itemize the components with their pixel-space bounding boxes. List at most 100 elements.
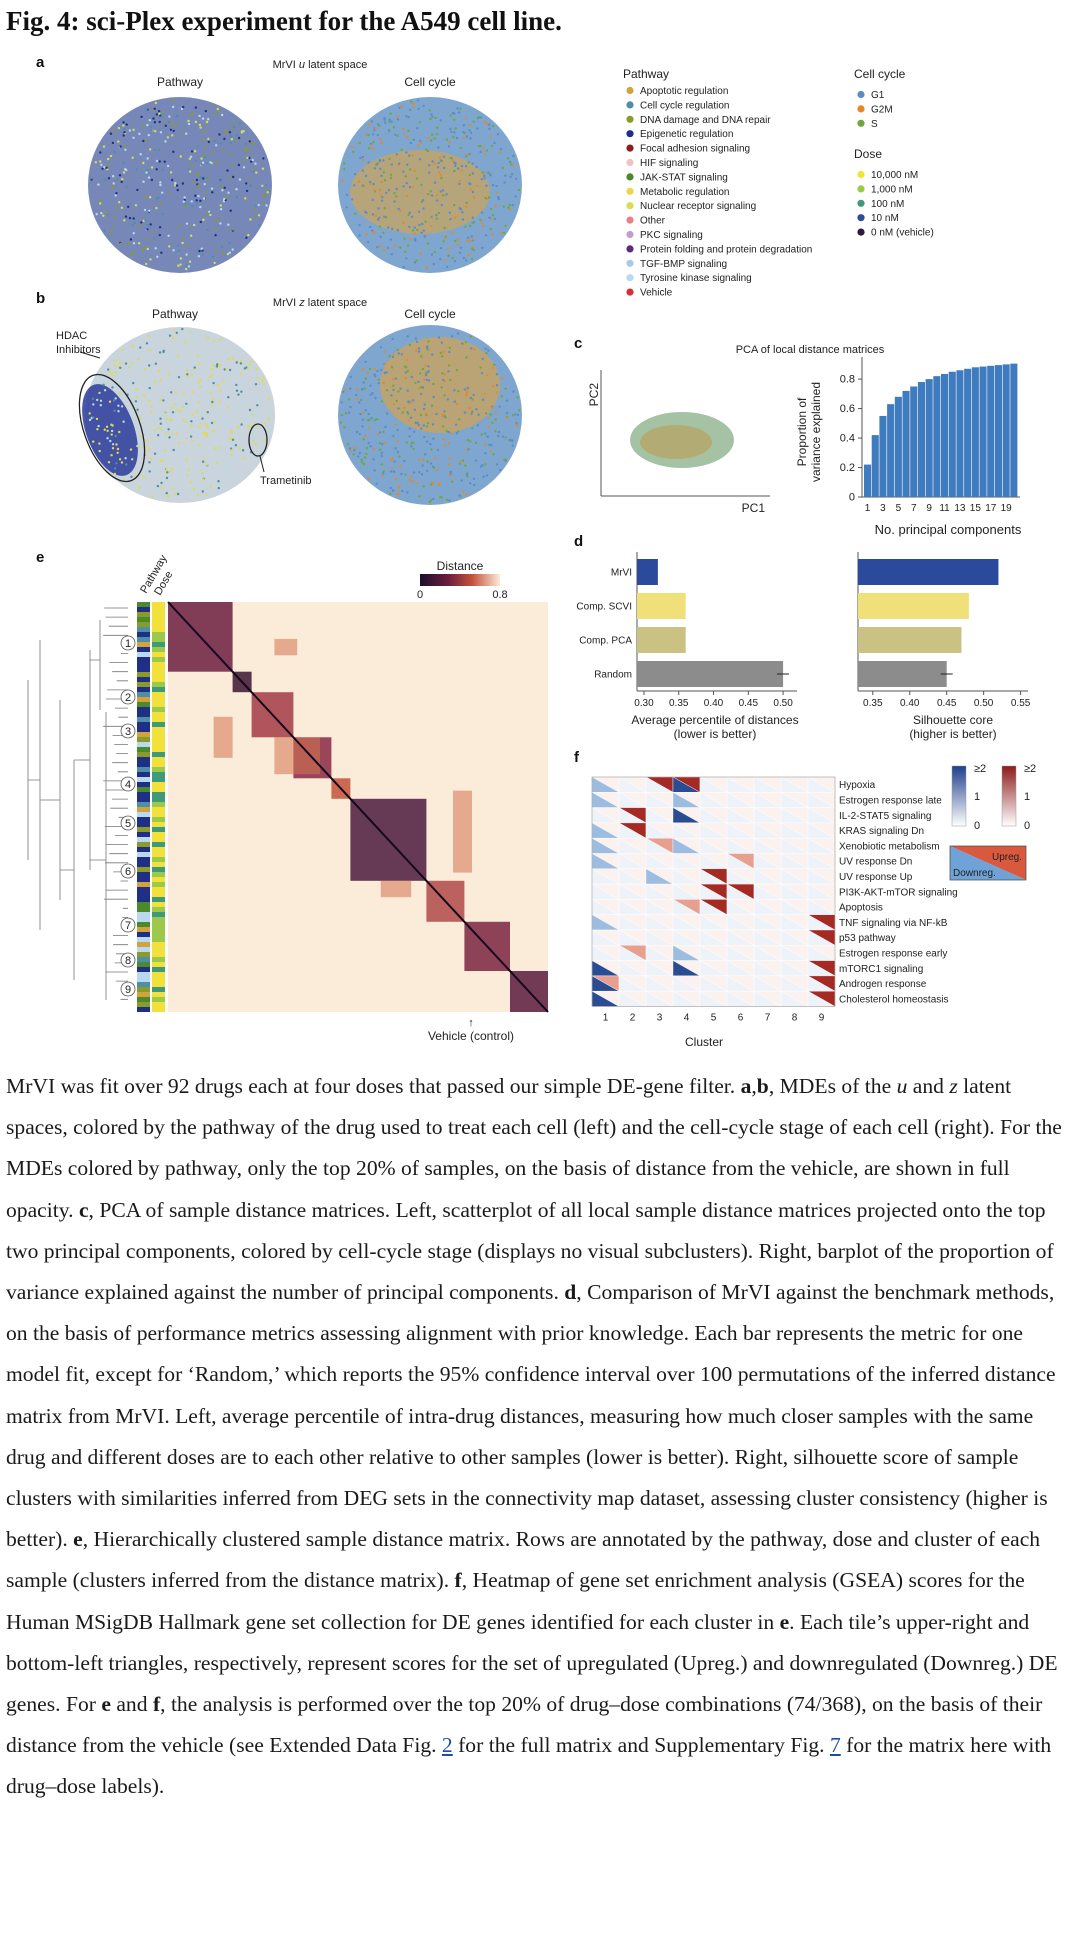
scatter-point [395,153,398,156]
scatter-point [507,206,510,209]
scatter-point [410,215,414,218]
scatter-point [425,371,428,375]
scatter-point [186,369,189,372]
scatter-point [172,354,175,358]
scatter-point [403,250,407,254]
scatter-point [147,172,150,175]
scatter-point [427,340,430,343]
scatter-point [395,492,399,496]
scatter-point [244,197,247,200]
scatter-point [500,377,504,380]
scatter-point [110,373,113,376]
pathway-annotation-cell [137,727,150,732]
scatter-point [173,403,176,406]
pathway-annotation-cell [137,957,150,962]
scatter-point [431,353,434,356]
scatter-point [409,108,412,112]
scatter-point [146,247,149,251]
scatter-point [451,159,454,162]
scatter-point [443,414,446,418]
scatter-point [362,411,365,414]
scatter-point [392,402,396,406]
scatter-point [229,209,232,212]
scatter-point [198,249,201,253]
d-left-xlabel-1: Average percentile of distances [631,713,798,727]
scatter-point [476,424,479,427]
scatter-point [211,255,215,259]
pathway-annotation-cell [137,777,150,782]
scatter-point [212,381,215,385]
scatter-point [453,131,456,134]
scatter-point [165,476,169,480]
scatter-point [146,238,149,241]
c-ytick-label: 0.8 [840,374,855,386]
c-xtick-label: 3 [880,503,886,514]
legend-dose-item: 0 nM (vehicle) [871,228,934,239]
pathway-annotation-cell [137,937,150,942]
scatter-point [437,483,440,487]
legend-cellcycle-item: S [871,119,878,130]
scatter-point [498,151,502,154]
scatter-point [426,242,430,245]
pathway-annotation-cell [137,842,150,847]
scatter-point [181,400,184,403]
scatter-point [409,141,412,145]
scatter-point [172,150,175,153]
scatter-point [384,425,387,429]
scatter-point [237,163,241,167]
scatter-point [197,255,201,258]
scatter-point [403,459,406,463]
scatter-point [150,166,154,169]
scatter-point [202,153,205,157]
scatter-point [225,367,228,371]
scatter-point [454,239,457,243]
scatter-point [430,404,434,407]
scatter-point [414,421,417,424]
scatter-point [250,360,253,363]
scatter-point [504,174,507,177]
scatter-point [229,449,233,452]
scatter-point [228,437,231,440]
scatter-point [169,171,173,174]
scatter-point [193,425,197,428]
scatter-point [374,127,377,130]
scatter-point [361,425,364,428]
scatter-point [109,439,112,443]
scatter-point [94,161,98,164]
dose-annotation-cell [152,827,165,832]
scatter-point [171,178,174,182]
scatter-point [518,409,521,412]
scatter-point [501,435,504,438]
scatter-point [109,154,113,158]
scatter-point [186,373,189,376]
legend-cellcycle-item: G1 [871,90,885,101]
scatter-point [435,132,439,136]
scatter-point [132,128,135,131]
scatter-point [190,164,194,167]
c-bar [894,396,902,497]
scatter-point [249,149,252,152]
panel-a-pathway-title: Pathway [157,75,203,89]
dose-annotation-cell [152,832,165,837]
scatter-point [176,188,179,192]
scatter-point [488,123,491,126]
scatter-point [134,363,137,366]
scatter-point [248,156,251,160]
scatter-point [197,381,200,384]
scatter-point [489,413,492,416]
scatter-point [251,158,254,162]
scatter-point [439,159,443,162]
dose-annotation-cell [152,607,165,612]
scatter-point [402,221,405,225]
scatter-point [248,363,251,366]
panel-b-title: MrVI z latent space [273,297,367,309]
scatter-point [174,493,177,496]
scatter-point [367,441,370,445]
scatter-point [118,174,122,177]
scatter-point [154,247,157,250]
scatter-point [365,447,369,450]
scatter-point [359,156,362,160]
scatter-point [381,474,384,477]
scatter-point [382,159,385,162]
